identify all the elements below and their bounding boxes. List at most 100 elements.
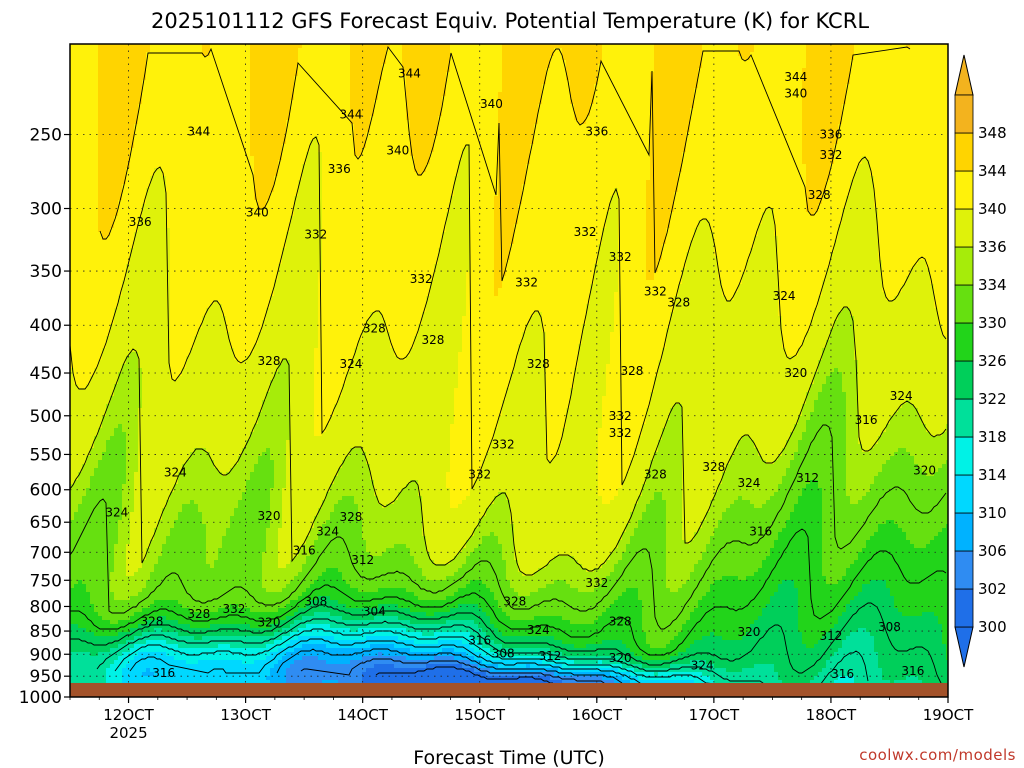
field-cell <box>98 468 103 473</box>
field-cell <box>90 536 95 541</box>
field-cell <box>90 160 95 165</box>
field-cell <box>102 104 107 109</box>
field-cell <box>86 276 91 281</box>
field-cell <box>86 332 91 337</box>
field-cell <box>94 124 99 129</box>
field-cell <box>110 632 115 637</box>
field-cell <box>114 408 119 413</box>
field-cell <box>98 536 103 541</box>
field-cell <box>94 540 99 545</box>
field-cell <box>86 164 91 169</box>
field-cell <box>106 348 111 353</box>
field-cell <box>98 60 103 65</box>
field-cell <box>78 588 83 593</box>
field-cell <box>110 232 115 237</box>
field-cell <box>114 584 119 589</box>
field-cell <box>86 596 91 601</box>
field-cell <box>102 272 107 277</box>
field-cell <box>118 356 123 361</box>
field-cell <box>90 308 95 313</box>
field-cell <box>118 312 123 317</box>
field-cell <box>98 568 103 573</box>
field-cell <box>98 480 103 485</box>
field-cell <box>86 392 91 397</box>
field-cell <box>82 224 87 229</box>
field-cell <box>114 72 119 77</box>
field-cell <box>78 404 83 409</box>
field-cell <box>90 284 95 289</box>
field-cell <box>74 152 79 157</box>
field-cell <box>102 572 107 577</box>
field-cell <box>82 96 87 101</box>
field-cell <box>82 336 87 341</box>
field-cell <box>86 460 91 465</box>
field-cell <box>118 436 123 441</box>
field-cell <box>78 620 83 625</box>
field-cell <box>110 468 115 473</box>
field-cell <box>94 216 99 221</box>
field-cell <box>118 224 123 229</box>
field-cell <box>110 96 115 101</box>
field-cell <box>106 388 111 393</box>
field-cell <box>106 280 111 285</box>
field-cell <box>102 424 107 429</box>
field-cell <box>86 124 91 129</box>
field-cell <box>118 452 123 457</box>
field-cell <box>74 240 79 245</box>
field-cell <box>82 64 87 69</box>
field-cell <box>74 572 79 577</box>
field-cell <box>78 176 83 181</box>
field-cell <box>90 436 95 441</box>
field-cell <box>94 464 99 469</box>
field-cell <box>90 552 95 557</box>
field-cell <box>98 64 103 69</box>
field-cell <box>110 656 115 661</box>
field-cell <box>86 528 91 533</box>
field-cell <box>118 68 123 73</box>
field-cell <box>86 168 91 173</box>
field-cell <box>94 448 99 453</box>
field-cell <box>102 116 107 121</box>
field-cell <box>110 596 115 601</box>
field-cell <box>106 436 111 441</box>
field-cell <box>98 588 103 593</box>
field-cell <box>78 556 83 561</box>
field-cell <box>74 352 79 357</box>
field-cell <box>86 488 91 493</box>
field-cell <box>102 80 107 85</box>
field-cell <box>98 128 103 133</box>
field-cell <box>102 124 107 129</box>
field-cell <box>90 556 95 561</box>
field-cell <box>82 572 87 577</box>
field-cell <box>98 260 103 265</box>
field-cell <box>110 496 115 501</box>
field-cell <box>102 224 107 229</box>
field-cell <box>114 624 119 629</box>
field-cell <box>74 344 79 349</box>
field-cell <box>98 332 103 337</box>
field-cell <box>114 284 119 289</box>
field-cell <box>106 308 111 313</box>
field-cell <box>98 168 103 173</box>
field-cell <box>78 292 83 297</box>
field-cell <box>78 524 83 529</box>
field-cell <box>94 112 99 117</box>
field-cell <box>74 396 79 401</box>
field-cell <box>118 588 123 593</box>
field-cell <box>94 512 99 517</box>
field-cell <box>102 92 107 97</box>
field-cell <box>78 368 83 373</box>
field-cell <box>102 240 107 245</box>
field-cell <box>110 580 115 585</box>
field-cell <box>86 136 91 141</box>
field-cell <box>82 484 87 489</box>
field-cell <box>82 260 87 265</box>
field-cell <box>118 280 123 285</box>
field-cell <box>110 664 115 669</box>
field-cell <box>114 656 119 661</box>
field-cell <box>90 456 95 461</box>
field-cell <box>94 240 99 245</box>
field-cell <box>110 616 115 621</box>
field-cell <box>114 60 119 65</box>
field-cell <box>98 620 103 625</box>
